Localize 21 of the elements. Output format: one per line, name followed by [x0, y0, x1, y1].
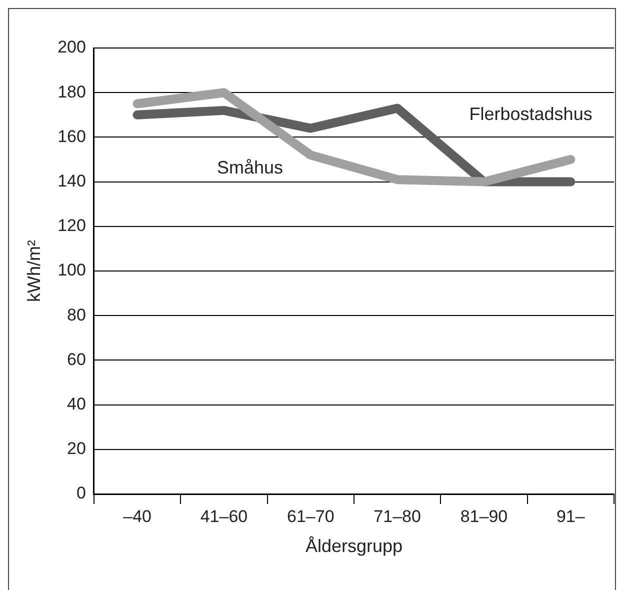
y-tick-label: 160 [58, 126, 86, 146]
y-tick-label: 0 [76, 484, 86, 503]
y-tick-label: 140 [58, 171, 86, 190]
y-tick-label: 20 [67, 439, 86, 458]
y-tick-label: 200 [58, 38, 86, 57]
x-axis-title: Åldersgrupp [305, 536, 403, 556]
y-tick-label: 80 [67, 305, 86, 324]
series-label: Småhus [216, 157, 283, 178]
x-tick-label: 81–90 [460, 506, 508, 526]
x-tick-label: 41–60 [200, 506, 248, 526]
y-tick-label: 60 [67, 350, 86, 369]
x-tick-label: 61–70 [287, 506, 334, 526]
y-tick-label: 120 [58, 216, 86, 236]
y-tick-label: 180 [58, 82, 86, 102]
x-tick-label: –40 [123, 506, 152, 526]
y-axis-title: kWh/m² [24, 240, 44, 302]
y-tick-label: 100 [58, 260, 86, 280]
y-tick-label: 40 [67, 394, 86, 414]
x-tick-label: 91– [556, 506, 586, 526]
x-tick-label: 71–80 [374, 506, 421, 526]
series-label: Flerbostadshus [469, 104, 592, 124]
